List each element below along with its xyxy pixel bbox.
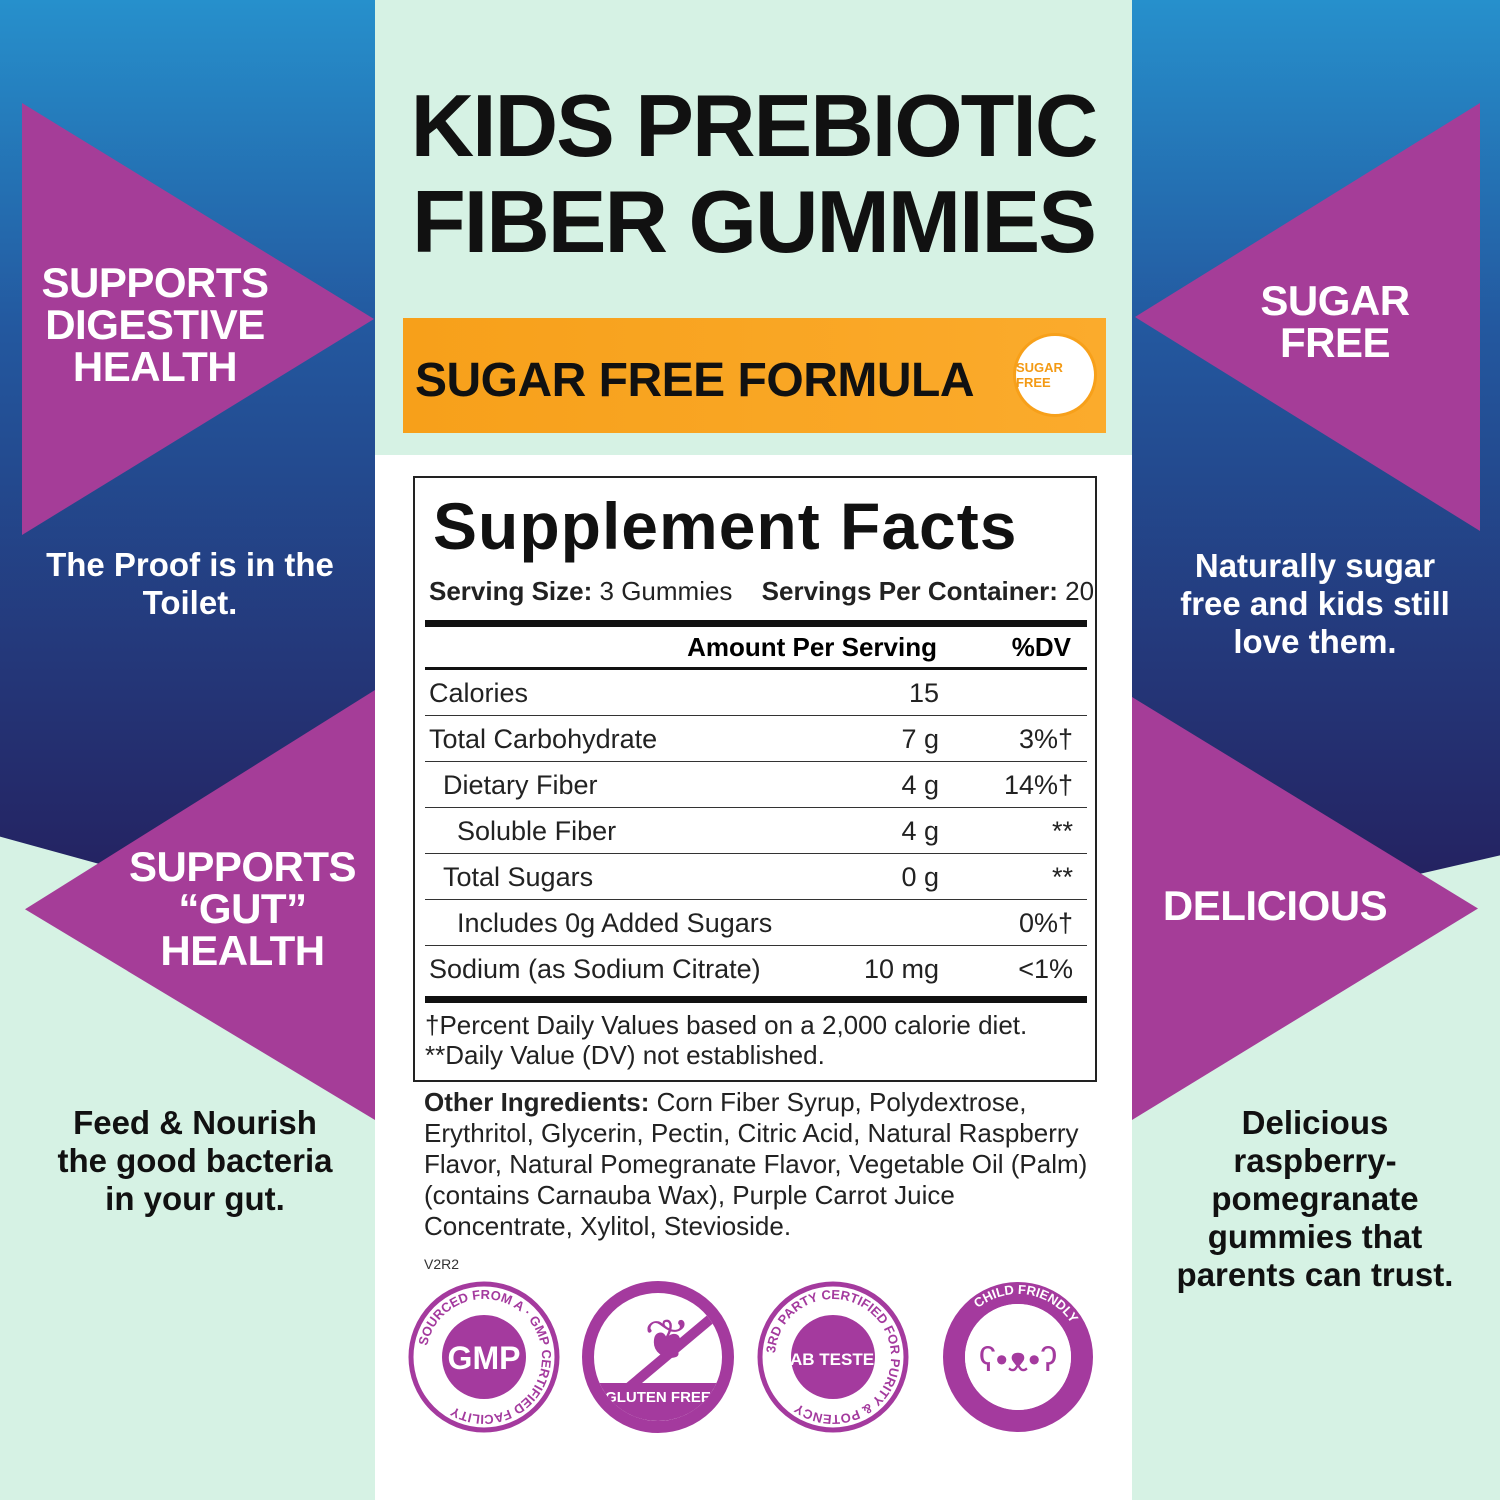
sugar-free-banner: SUGAR FREE FORMULA SUGAR FREE	[403, 318, 1106, 433]
serving-info: Serving Size: 3 Gummies Servings Per Con…	[429, 576, 1095, 606]
facts-row: Total Carbohydrate 7 g 3%†	[425, 716, 1087, 762]
product-title: KIDS PREBIOTIC FIBER GUMMIES	[410, 76, 1099, 271]
nutrient-amount: 10 mg	[863, 954, 939, 984]
badge-ring-text: GLUTEN FREE	[594, 1383, 722, 1421]
divider	[425, 667, 1087, 670]
left-heading-2: SUPPORTS “GUT” HEALTH	[128, 843, 357, 974]
nutrient-name: Total Carbohydrate	[429, 724, 658, 754]
nutrient-name: Sodium (as Sodium Citrate)	[429, 954, 761, 984]
left-text-2: Feed & Nourish the good bacteria in your g…	[57, 1104, 333, 1217]
footnote-2: **Daily Value (DV) not established.	[425, 1040, 825, 1070]
facts-row: Sodium (as Sodium Citrate) 10 mg <1%	[425, 946, 1087, 992]
left-heading-1: SUPPORTS DIGESTIVE HEALTH	[41, 259, 269, 390]
gmp-badge: SOURCED FROM A · GMP CERTIFIED FACILITY …	[408, 1281, 560, 1433]
badge-center-text: GMP	[448, 1340, 521, 1376]
facts-row: Soluble Fiber 4 g **	[425, 808, 1087, 854]
col-amount-header: Amount Per Serving	[687, 632, 937, 662]
version-code: V2R2	[424, 1256, 460, 1272]
sugar-free-seal-icon: SUGAR FREE	[1013, 333, 1097, 417]
nutrient-name: Soluble Fiber	[457, 816, 617, 846]
facts-row: Calories 15	[425, 670, 1087, 716]
thick-divider	[425, 996, 1087, 1003]
left-text-1: The Proof is in the Toilet.	[46, 546, 334, 621]
gluten-free-badge: ❦ GLUTEN FREE	[582, 1281, 734, 1433]
facts-row: Includes 0g Added Sugars 0%†	[425, 900, 1087, 946]
right-heading-1: SUGAR FREE	[1260, 277, 1410, 366]
supplement-facts-panel: Supplement Facts Serving Size: 3 Gummies…	[413, 476, 1097, 1082]
other-ingredients: Other Ingredients: Corn Fiber Syrup, Pol…	[424, 1087, 1088, 1241]
facts-heading: Supplement Facts	[433, 489, 1018, 563]
nutrient-amount: 4 g	[901, 770, 939, 800]
nutrient-dv: 0%†	[1018, 908, 1073, 938]
facts-row: Total Sugars 0 g **	[425, 854, 1087, 900]
banner-label: SUGAR FREE FORMULA	[415, 354, 974, 407]
thick-divider	[425, 620, 1087, 627]
nutrient-dv: **	[1051, 816, 1073, 846]
footnote-1: †Percent Daily Values based on a 2,000 c…	[425, 1010, 1028, 1040]
col-dv-header: %DV	[1011, 632, 1071, 662]
badge-center-text: LAB TESTED	[780, 1350, 887, 1369]
nutrient-amount: 15	[908, 678, 939, 708]
nutrient-dv: **	[1051, 862, 1073, 892]
right-text-2: Delicious raspberry-pomegranate gummies th…	[1176, 1104, 1454, 1293]
teddy-bear-icon: ʕ•ᴥ•ʔ	[979, 1341, 1057, 1379]
nutrient-name: Dietary Fiber	[443, 770, 598, 800]
nutrient-dv: 14%†	[1003, 770, 1073, 800]
nutrient-amount: 0 g	[901, 862, 939, 892]
nutrient-amount: 7 g	[901, 724, 939, 754]
nutrient-dv: 3%†	[1018, 724, 1073, 754]
facts-row: Dietary Fiber 4 g 14%†	[425, 762, 1087, 808]
right-text-1: Naturally sugar free and kids still love t…	[1180, 547, 1450, 660]
nutrient-name: Includes 0g Added Sugars	[457, 908, 773, 938]
child-friendly-badge: CHILD FRIENDLY ʕ•ᴥ•ʔ	[943, 1282, 1093, 1432]
nutrient-name: Total Sugars	[443, 862, 594, 892]
nutrient-name: Calories	[429, 678, 529, 708]
right-heading-2: DELICIOUS	[1162, 882, 1388, 929]
nutrient-dv: <1%	[1018, 954, 1073, 984]
lab-tested-badge: 3RD PARTY CERTIFIED FOR PURITY & POTENCY…	[757, 1281, 909, 1433]
nutrient-amount: 4 g	[901, 816, 939, 846]
